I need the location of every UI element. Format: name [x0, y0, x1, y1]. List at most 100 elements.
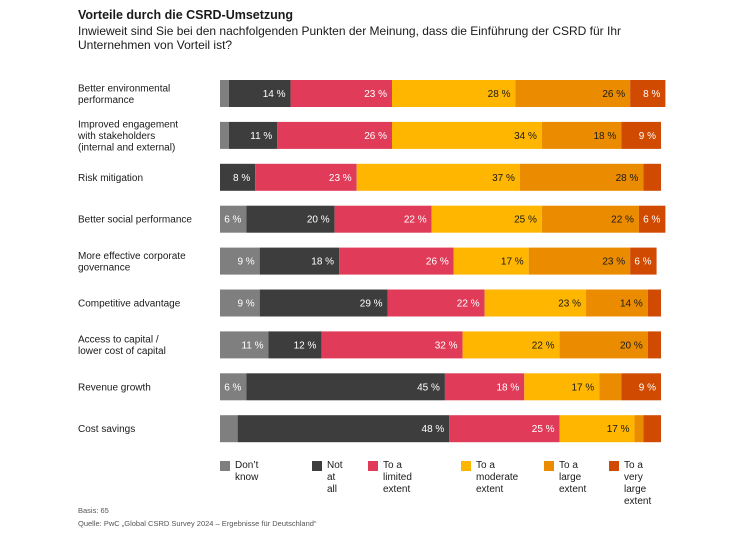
bar-segment — [647, 331, 661, 359]
bar-segment — [259, 247, 340, 275]
bar-segment — [621, 121, 661, 149]
data-label: 29 % — [360, 299, 383, 310]
bar-segment — [444, 373, 525, 401]
data-label: 22 % — [611, 215, 634, 226]
data-label: 26 % — [364, 131, 387, 142]
data-label: 6 % — [224, 215, 241, 226]
bar-segment — [634, 415, 644, 443]
legend-swatch — [544, 461, 554, 471]
bar-segment — [237, 415, 450, 443]
legend-swatch — [220, 461, 230, 471]
bar-segment — [220, 121, 229, 149]
bar-segment — [647, 289, 661, 317]
category-label: Better social performance — [78, 215, 192, 226]
bar-segment — [643, 415, 661, 443]
data-label: 17 % — [571, 382, 594, 393]
bar-segment — [462, 331, 560, 359]
bar-segment — [559, 331, 648, 359]
bar-segment — [246, 205, 335, 233]
bar-segment — [391, 121, 542, 149]
data-label: 23 % — [558, 299, 581, 310]
data-label: 9 % — [237, 257, 254, 268]
data-label: 8 % — [233, 173, 250, 184]
bar-segment — [387, 289, 485, 317]
data-label: 23 % — [329, 173, 352, 184]
data-label: 20 % — [620, 340, 643, 351]
bar-segment — [621, 373, 661, 401]
bar-segment — [246, 373, 445, 401]
bar-segment — [515, 80, 631, 107]
bar-segment — [220, 373, 247, 401]
data-label: 25 % — [514, 215, 537, 226]
bar-segment — [220, 163, 256, 191]
bar-segment — [453, 247, 529, 275]
data-label: 18 % — [496, 382, 519, 393]
data-label: 26 % — [602, 89, 625, 100]
bar-segment — [228, 121, 278, 149]
bar-segment — [599, 373, 622, 401]
data-label: 8 % — [643, 89, 660, 100]
bar-segment — [643, 163, 661, 191]
data-label: 17 % — [607, 424, 630, 435]
legend-label: Don’t know — [235, 460, 259, 483]
bar-segment — [524, 373, 600, 401]
bar-segment — [290, 80, 392, 107]
category-label: Access to capital / lower cost of capital — [78, 335, 166, 358]
data-label: 22 % — [457, 299, 480, 310]
data-label: 17 % — [501, 257, 524, 268]
bar-segment — [431, 205, 542, 233]
bar-segment — [220, 331, 269, 359]
legend-swatch — [461, 461, 471, 471]
bar-segment — [339, 247, 454, 275]
data-label: 9 % — [639, 131, 656, 142]
data-label: 25 % — [532, 424, 555, 435]
data-label: 18 % — [594, 131, 617, 142]
legend-swatch — [368, 461, 378, 471]
bar-segment — [630, 80, 666, 107]
bar-segment — [484, 289, 587, 317]
category-label: Revenue growth — [78, 382, 151, 393]
data-label: 23 % — [602, 257, 625, 268]
legend-swatch — [609, 461, 619, 471]
bar-segment — [268, 331, 322, 359]
chart-subtitle: Inwieweit sind Sie bei den nachfolgenden… — [78, 24, 621, 52]
bar-segment — [220, 289, 260, 317]
bar-segment — [586, 289, 648, 317]
data-label: 11 % — [241, 340, 263, 351]
bar-segment — [638, 205, 666, 233]
category-label: Better environmental performance — [78, 83, 170, 106]
data-label: 14 % — [620, 299, 643, 310]
category-label: More effective corporate governance — [78, 251, 186, 274]
data-label: 28 % — [616, 173, 639, 184]
data-label: 48 % — [422, 424, 445, 435]
bar-segment — [334, 205, 432, 233]
bar-segment — [356, 163, 520, 191]
bar-segment — [321, 331, 463, 359]
data-label: 18 % — [311, 257, 334, 268]
bar-segment — [528, 247, 631, 275]
category-label: Competitive advantage — [78, 299, 181, 310]
legend-label: To a moderate extent — [476, 460, 519, 495]
category-label: Risk mitigation — [78, 173, 143, 184]
legend-label: To a very large extent — [624, 460, 652, 507]
bar-segment — [541, 205, 639, 233]
category-label: Improved engagement with stakeholders (int… — [77, 119, 178, 153]
data-label: 28 % — [488, 89, 511, 100]
chart-title: Vorteile durch die CSRD-Umsetzung — [78, 8, 294, 22]
data-label: 45 % — [417, 382, 440, 393]
bar-segment — [391, 80, 516, 107]
data-label: 22 % — [404, 215, 427, 226]
category-label: Cost savings — [78, 424, 135, 435]
data-label: 37 % — [492, 173, 515, 184]
bar-segment — [220, 415, 238, 443]
legend-swatch — [312, 461, 322, 471]
bar-segment — [220, 247, 260, 275]
data-label: 6 % — [634, 257, 651, 268]
bar-segment — [449, 415, 560, 443]
basis-note: Basis: 65 — [78, 506, 109, 515]
bar-segment — [228, 80, 291, 107]
data-label: 32 % — [435, 340, 458, 351]
data-label: 14 % — [263, 89, 286, 100]
legend-label: Not at all — [327, 460, 343, 495]
bar-segment — [519, 163, 644, 191]
